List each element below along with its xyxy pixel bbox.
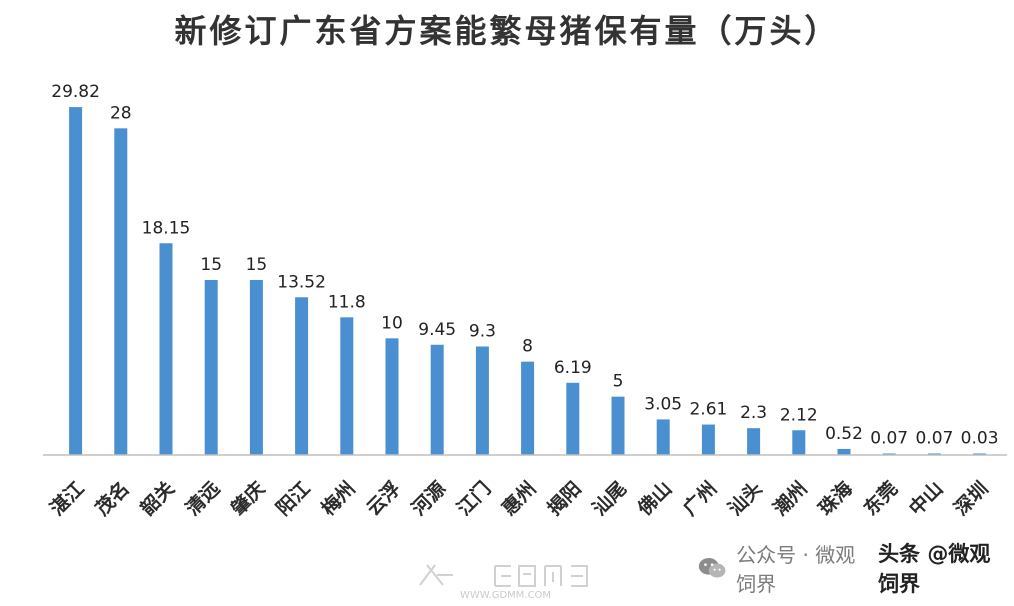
value-label-3: 15 (200, 255, 222, 275)
bar-10 (521, 361, 535, 455)
category-label-3: 清远 (181, 477, 224, 520)
value-label-18: 0.07 (870, 429, 908, 449)
bar-5 (295, 297, 309, 455)
wechat-icon (698, 558, 726, 578)
category-label-6: 梅州 (317, 477, 360, 520)
bar-11 (566, 382, 580, 455)
category-label-13: 佛山 (632, 477, 676, 521)
value-label-19: 0.07 (915, 429, 953, 449)
value-label-0: 29.82 (51, 82, 100, 102)
category-label-9: 江门 (452, 477, 495, 520)
bar-3 (204, 280, 218, 455)
bar-9 (475, 346, 489, 455)
category-label-20: 深圳 (949, 477, 992, 520)
gdmm-url: WWW.GDMM.COM (460, 590, 552, 601)
value-label-6: 11.8 (328, 292, 366, 312)
bar-2 (159, 243, 173, 455)
wechat-account-label: 公众号 · 微观饲界 (736, 543, 856, 596)
bar-4 (249, 280, 263, 455)
value-label-1: 28 (110, 103, 132, 123)
value-label-7: 10 (381, 313, 403, 333)
toutiao-handle: 头条 @微观饲界 (878, 542, 991, 596)
category-label-15: 汕头 (724, 478, 766, 520)
category-label-12: 汕尾 (589, 478, 631, 520)
value-label-16: 2.12 (780, 405, 818, 425)
category-label-14: 广州 (678, 477, 721, 520)
category-label-4: 肇庆 (226, 477, 269, 520)
category-label-8: 河源 (407, 477, 450, 520)
category-label-0: 湛江 (45, 477, 88, 520)
category-label-2: 韶关 (136, 477, 179, 520)
value-label-2: 18.15 (142, 218, 191, 238)
category-label-18: 东莞 (859, 477, 902, 520)
category-label-5: 阳江 (272, 478, 314, 520)
bar-13 (656, 419, 670, 455)
bar-1 (114, 128, 128, 456)
bar-0 (69, 107, 83, 455)
value-label-20: 0.03 (961, 429, 999, 449)
value-label-5: 13.52 (277, 272, 326, 292)
category-label-1: 茂名 (91, 477, 134, 520)
category-label-16: 潮州 (769, 478, 811, 520)
bar-7 (385, 338, 399, 455)
value-label-11: 6.19 (554, 358, 592, 378)
gdmm-logo-icon (419, 564, 588, 587)
bar-16 (792, 430, 806, 455)
category-label-7: 云浮 (362, 477, 405, 520)
value-label-10: 8 (522, 337, 533, 357)
category-label-10: 惠州 (498, 478, 540, 520)
category-label-11: 揭阳 (543, 477, 586, 520)
bar-12 (611, 396, 625, 455)
value-label-12: 5 (613, 372, 624, 392)
value-label-14: 2.61 (689, 400, 727, 420)
chart-title: 新修订广东省方案能繁母猪保有量（万头） (174, 12, 840, 50)
bar-6 (340, 317, 354, 455)
bar-14 (701, 424, 715, 455)
value-label-13: 3.05 (644, 394, 682, 414)
gdmm-watermark: WWW.GDMM.COM (415, 560, 635, 606)
value-label-17: 0.52 (825, 424, 863, 444)
value-label-8: 9.45 (418, 320, 456, 340)
value-label-15: 2.3 (740, 403, 767, 423)
wechat-watermark: 公众号 · 微观饲界 头条 @微观饲界 (690, 542, 1014, 596)
category-label-19: 中山 (904, 477, 947, 520)
value-label-4: 15 (246, 255, 268, 275)
category-label-17: 珠海 (814, 477, 857, 520)
bar-15 (747, 428, 761, 455)
bar-8 (430, 344, 444, 455)
bar-17 (837, 448, 851, 455)
value-label-9: 9.3 (469, 322, 496, 342)
